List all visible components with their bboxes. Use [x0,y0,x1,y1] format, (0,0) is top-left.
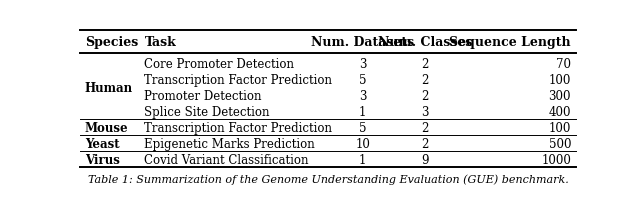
Text: 300: 300 [548,90,571,103]
Text: 3: 3 [359,90,367,103]
Text: 3: 3 [421,105,428,118]
Text: Virus: Virus [85,153,120,166]
Text: Epigenetic Marks Prediction: Epigenetic Marks Prediction [145,137,316,150]
Text: 5: 5 [359,121,367,134]
Text: Yeast: Yeast [85,137,120,150]
Text: 100: 100 [548,74,571,87]
Text: 5: 5 [359,74,367,87]
Text: Num. Classes: Num. Classes [378,36,472,49]
Text: 1000: 1000 [541,153,571,166]
Text: 2: 2 [421,90,428,103]
Text: 2: 2 [421,74,428,87]
Text: Task: Task [145,36,176,49]
Text: 70: 70 [556,58,571,71]
Text: Transcription Factor Prediction: Transcription Factor Prediction [145,121,333,134]
Text: 9: 9 [421,153,428,166]
Text: 100: 100 [548,121,571,134]
Text: 500: 500 [548,137,571,150]
Text: Table 1: Summarization of the Genome Understanding Evaluation (GUE) benchmark.: Table 1: Summarization of the Genome Und… [88,173,568,184]
Text: Sequence Length: Sequence Length [449,36,571,49]
Text: Covid Variant Classification: Covid Variant Classification [145,153,309,166]
Text: Num. Datasets: Num. Datasets [311,36,414,49]
Text: 1: 1 [359,153,367,166]
Text: Species: Species [85,36,138,49]
Text: 2: 2 [421,58,428,71]
Text: 400: 400 [548,105,571,118]
Text: Mouse: Mouse [85,121,129,134]
Text: Human: Human [85,82,133,95]
Text: Transcription Factor Prediction: Transcription Factor Prediction [145,74,333,87]
Text: 1: 1 [359,105,367,118]
Text: 3: 3 [359,58,367,71]
Text: Promoter Detection: Promoter Detection [145,90,262,103]
Text: Splice Site Detection: Splice Site Detection [145,105,270,118]
Text: 10: 10 [355,137,370,150]
Text: 2: 2 [421,137,428,150]
Text: 2: 2 [421,121,428,134]
Text: Core Promoter Detection: Core Promoter Detection [145,58,294,71]
